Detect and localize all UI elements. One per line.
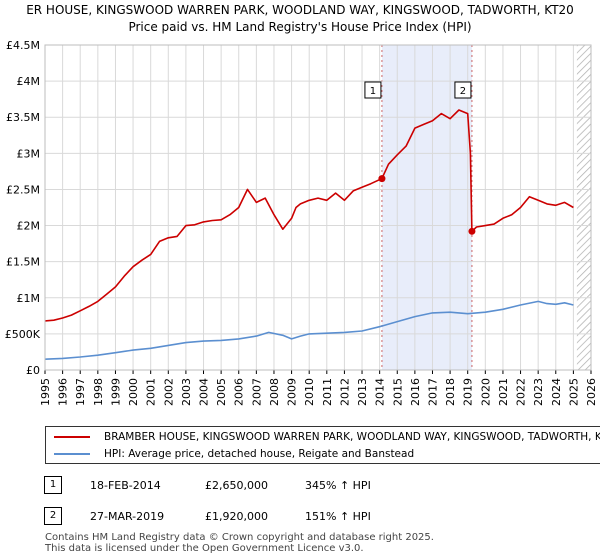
x-tick-label: 2020	[479, 378, 492, 406]
y-tick-label: £1.5M	[6, 256, 40, 269]
x-tick-label: 1999	[109, 378, 122, 406]
y-tick-label: £1M	[17, 292, 41, 305]
sale-date: 18-FEB-2014	[90, 479, 161, 492]
x-tick-label: 2003	[180, 378, 193, 406]
x-tick-label: 2005	[215, 378, 228, 406]
x-tick-label: 1995	[39, 378, 52, 406]
x-tick-label: 2021	[497, 378, 510, 406]
x-tick-label: 2007	[250, 378, 263, 406]
x-tick-label: 1998	[92, 378, 105, 406]
footer-copyright: Contains HM Land Registry data © Crown c…	[45, 532, 434, 543]
sale-price: £1,920,000	[205, 510, 268, 523]
plot-area	[45, 45, 591, 370]
legend-swatch-property	[54, 436, 90, 438]
x-tick-label: 2022	[515, 378, 528, 406]
chart-title: ER HOUSE, KINGSWOOD WARREN PARK, WOODLAN…	[0, 2, 600, 38]
sale-row: 2 27-MAR-2019 £1,920,000 151% ↑ HPI	[0, 507, 600, 527]
sale-date: 27-MAR-2019	[90, 510, 165, 523]
x-tick-label: 2018	[444, 378, 457, 406]
legend-item-property: BRAMBER HOUSE, KINGSWOOD WARREN PARK, WO…	[54, 429, 600, 445]
footer-licence: This data is licensed under the Open Gov…	[45, 543, 364, 554]
x-tick-label: 2002	[162, 378, 175, 406]
sale-hpi-change: 151% ↑ HPI	[305, 510, 371, 523]
x-tick-label: 2023	[532, 378, 545, 406]
y-tick-label: £2.5M	[6, 183, 40, 196]
annotation-label: 2	[460, 86, 466, 97]
x-tick-label: 2013	[356, 378, 369, 406]
y-tick-label: £0	[26, 364, 40, 377]
series-line-property	[45, 109, 574, 322]
x-tick-label: 2004	[198, 378, 211, 406]
x-tick-label: 2014	[374, 378, 387, 406]
legend-label-property: BRAMBER HOUSE, KINGSWOOD WARREN PARK, WO…	[104, 431, 600, 443]
x-tick-label: 1997	[74, 378, 87, 406]
sale-hpi-change: 345% ↑ HPI	[305, 479, 371, 492]
x-tick-label: 2017	[426, 378, 439, 406]
legend: BRAMBER HOUSE, KINGSWOOD WARREN PARK, WO…	[45, 426, 600, 464]
x-tick-label: 2019	[462, 378, 475, 406]
title-line-2: Price paid vs. HM Land Registry's House …	[128, 20, 472, 34]
x-tick-label: 2016	[409, 378, 422, 406]
y-tick-label: £500K	[5, 328, 41, 341]
x-tick-label: 2008	[268, 378, 281, 406]
x-tick-label: 2012	[338, 378, 351, 406]
sale-marker-1: 1	[44, 476, 62, 494]
sale-marker-2: 2	[44, 507, 62, 525]
y-tick-label: £4.5M	[6, 39, 40, 52]
x-tick-label: 2015	[391, 378, 404, 406]
series-line-hpi	[45, 300, 574, 360]
sale-point-marker	[468, 227, 476, 235]
y-tick-label: £3.5M	[6, 111, 40, 124]
sale-price: £2,650,000	[205, 479, 268, 492]
legend-label-hpi: HPI: Average price, detached house, Reig…	[104, 448, 415, 460]
annotation-label: 1	[370, 86, 376, 97]
legend-swatch-hpi	[54, 453, 90, 455]
y-tick-label: £2M	[17, 220, 41, 233]
title-line-1: ER HOUSE, KINGSWOOD WARREN PARK, WOODLAN…	[26, 3, 574, 17]
x-tick-label: 2024	[550, 378, 563, 406]
y-tick-label: £3M	[17, 147, 41, 160]
y-tick-label: £4M	[17, 75, 41, 88]
x-tick-label: 2025	[567, 378, 580, 406]
legend-item-hpi: HPI: Average price, detached house, Reig…	[54, 446, 414, 462]
annotation-box	[364, 81, 382, 99]
x-tick-label: 1996	[57, 378, 70, 406]
footer: Contains HM Land Registry data © Crown c…	[45, 532, 434, 554]
x-tick-label: 2000	[127, 378, 140, 406]
sale-point-marker	[378, 175, 386, 183]
x-tick-label: 2011	[321, 378, 334, 406]
plot-frame	[44, 44, 592, 371]
annotation-box	[454, 81, 472, 99]
sale-row: 1 18-FEB-2014 £2,650,000 345% ↑ HPI	[0, 476, 600, 496]
x-tick-label: 2001	[145, 378, 158, 406]
x-tick-label: 2009	[286, 378, 299, 406]
x-tick-label: 2010	[303, 378, 316, 406]
forecast-hatch-region	[576, 45, 591, 370]
price-chart: 1 2 £0 £500K £1M £1.5M £2M £2.5M £3M £3.5M £4M £4.…	[5, 39, 598, 406]
x-tick-label: 2026	[585, 378, 598, 406]
x-tick-label: 2006	[233, 378, 246, 406]
